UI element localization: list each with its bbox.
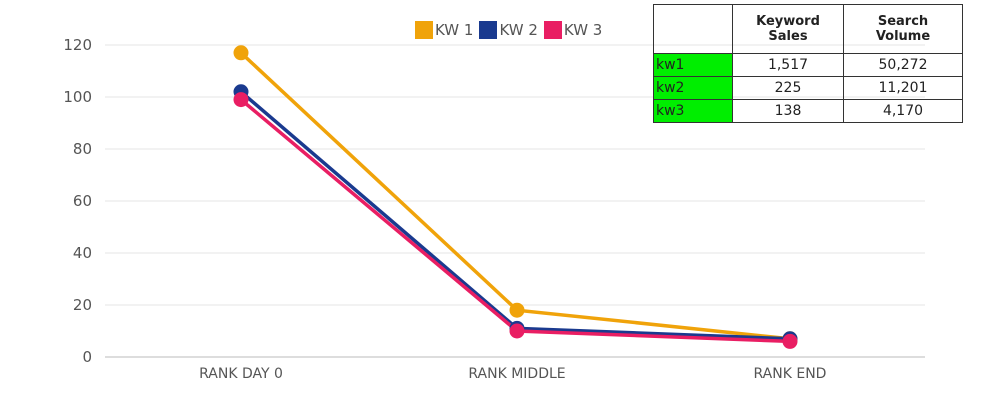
table-header-row: Keyword Sales Search Volume [653, 4, 963, 54]
table-header-empty [653, 4, 733, 54]
keyword-cell: kw3 [653, 99, 733, 123]
y-tick-label: 40 [73, 244, 92, 262]
x-tick-label: RANK DAY 0 [199, 366, 283, 382]
table-row: kw3 138 4,170 [653, 99, 963, 123]
x-tick-label: RANK MIDDLE [468, 366, 565, 382]
table-row: kw2 225 11,201 [653, 76, 963, 100]
sales-cell: 225 [732, 76, 844, 100]
y-tick-label: 20 [73, 296, 92, 314]
legend-swatch-icon [543, 21, 562, 39]
legend-item-kw2[interactable]: KW 2 [479, 21, 538, 39]
volume-cell: 50,272 [843, 53, 963, 77]
data-point[interactable] [233, 45, 249, 61]
legend-label: KW 1 [435, 21, 474, 39]
legend-label: KW 2 [499, 21, 538, 39]
data-point[interactable] [509, 302, 525, 318]
legend-label: KW 3 [563, 21, 603, 39]
legend-item-kw1[interactable]: KW 1 [415, 21, 473, 39]
y-tick-label: 0 [82, 348, 92, 366]
table-header-sales: Keyword Sales [732, 4, 844, 54]
table-row: kw1 1,517 50,272 [653, 53, 963, 77]
chart-legend: KW 1 KW 2 KW 3 [415, 21, 608, 39]
y-tick-label: 100 [63, 88, 92, 106]
legend-swatch-icon [479, 21, 498, 39]
legend-item-kw3[interactable]: KW 3 [543, 21, 603, 39]
data-point[interactable] [233, 92, 249, 108]
sales-cell: 138 [732, 99, 844, 123]
y-tick-label: 80 [73, 140, 92, 158]
keyword-table: Keyword Sales Search Volume kw1 1,517 50,2… [653, 4, 963, 123]
x-tick-label: RANK END [754, 366, 827, 382]
sales-cell: 1,517 [732, 53, 844, 77]
keyword-cell: kw1 [653, 53, 733, 77]
volume-cell: 11,201 [843, 76, 963, 100]
keyword-cell: kw2 [653, 76, 733, 100]
y-tick-label: 120 [63, 36, 92, 54]
table-header-volume: Search Volume [843, 4, 963, 54]
data-point[interactable] [509, 323, 525, 339]
legend-swatch-icon [415, 21, 433, 39]
y-tick-label: 60 [73, 192, 92, 210]
volume-cell: 4,170 [843, 99, 963, 123]
data-point[interactable] [782, 333, 798, 349]
